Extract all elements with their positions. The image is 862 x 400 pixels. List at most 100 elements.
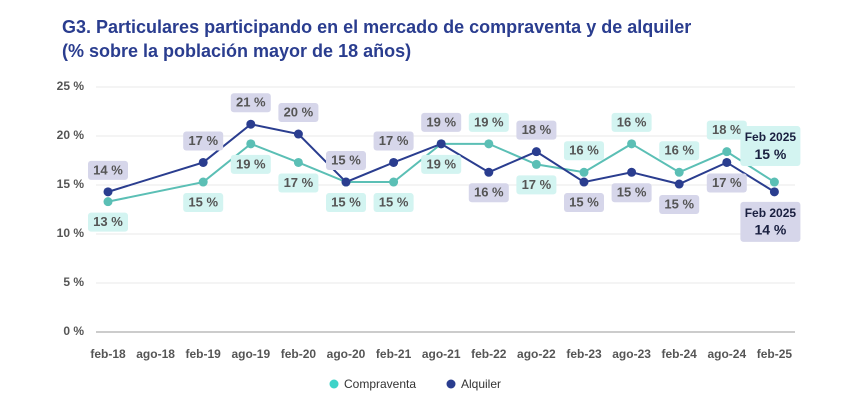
value-label: 15 % [379,194,409,209]
point [769,187,779,197]
value-label: 17 % [188,133,218,148]
x-tick-label: feb-21 [376,347,412,361]
point [722,147,732,157]
point [531,159,541,169]
series-line [107,142,775,203]
value-label-box [230,93,271,113]
value-label-box [326,151,366,171]
x-tick-label: feb-25 [757,347,793,361]
y-tick-label: 0 % [63,324,84,338]
value-label-box [564,193,604,213]
value-label-box [611,183,652,203]
value-label-box [706,173,747,193]
value-label-box [88,160,128,180]
point [531,147,541,157]
point [389,157,399,167]
value-label-box [373,131,414,151]
point [484,167,494,177]
value-label-box [706,120,747,140]
value-label-box [468,183,509,203]
value-label-box [230,154,271,174]
value-label: 17 % [284,175,314,190]
x-tick-label: ago-22 [517,347,556,361]
value-label: 19 % [474,114,504,129]
value-label-box [659,195,700,215]
value-label: 21 % [236,95,266,110]
point [484,139,494,149]
x-tick-label: ago-24 [707,347,746,361]
point [436,139,446,149]
x-tick-label: feb-23 [566,347,602,361]
x-tick-label: feb-20 [281,347,317,361]
value-label-box [516,175,557,195]
value-label-box [183,131,224,151]
point [341,177,351,187]
value-label: 16 % [664,143,694,158]
chart-title: G3. Particulares participando en el merc… [62,17,691,37]
value-label-box [421,154,462,174]
point [769,177,779,187]
point [722,157,732,167]
value-label: 17 % [379,133,409,148]
value-label-box [373,193,414,213]
point [246,119,256,129]
point [293,129,303,139]
point [579,167,589,177]
value-label: 19 % [236,156,266,171]
value-label: 15 % [664,196,694,211]
legend-marker [329,379,339,389]
value-label: 16 % [617,114,647,129]
value-label: 15 % [331,194,361,209]
value-label: 18 % [712,122,742,137]
value-label: 13 % [93,214,123,229]
value-label-box [516,120,557,140]
value-label: 15 % [569,194,599,209]
value-label-box [611,112,652,132]
value-label-box [183,193,224,213]
series-line [107,123,775,193]
value-label: 16 % [569,143,599,158]
point [198,157,208,167]
point [579,177,589,187]
chart-subtitle: (% sobre la población mayor de 18 años) [62,41,411,61]
point [246,139,256,149]
point [627,139,637,149]
value-label: 20 % [284,104,314,119]
value-label: 15 % [331,152,361,167]
annotation-box [740,201,801,242]
value-label-box [421,112,462,132]
legend-marker [446,379,456,389]
value-label: 18 % [522,122,552,137]
value-label: 19 % [426,114,456,129]
value-label: 19 % [426,156,456,171]
value-label: 17 % [712,175,742,190]
y-tick-label: 10 % [57,226,85,240]
x-tick-label: ago-21 [422,347,461,361]
y-tick-label: 25 % [57,79,85,93]
point [674,179,684,189]
x-tick-label: feb-19 [186,347,222,361]
point [293,157,303,167]
y-tick-label: 15 % [57,177,85,191]
value-label: 14 % [754,222,786,238]
point [103,197,113,207]
x-tick-label: ago-18 [136,347,175,361]
value-label: 14 % [93,162,123,177]
y-tick-label: 20 % [57,128,85,142]
legend-label: Compraventa [344,377,416,391]
x-tick-label: feb-18 [90,347,126,361]
value-label-box [278,173,319,193]
value-label-box [659,141,700,161]
x-tick-label: feb-22 [471,347,507,361]
value-label: 17 % [522,177,552,192]
value-label: 15 % [754,146,786,162]
annotation: Feb 2025 [745,130,797,144]
x-tick-label: feb-24 [662,347,698,361]
y-tick-label: 5 % [63,275,84,289]
value-label: 16 % [474,185,504,200]
value-label: 15 % [617,185,647,200]
point [389,177,399,187]
x-tick-label: ago-23 [612,347,651,361]
annotation: Feb 2025 [745,206,797,220]
